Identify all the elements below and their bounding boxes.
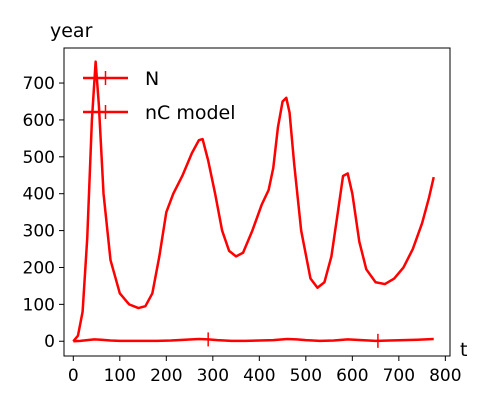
x-tick-label: 100 [104,366,136,386]
y-tick-label: 200 [23,258,55,278]
y-tick-label: 300 [23,222,55,242]
legend-label-n: N [145,68,159,90]
x-axis-label: t [460,339,467,361]
x-tick-label: 200 [150,366,182,386]
x-tick-label: 800 [429,366,461,386]
x-tick-label: 300 [197,366,229,386]
series-line-n [72,60,435,343]
x-tick-label: 700 [383,366,415,386]
y-tick-label: 400 [23,185,55,205]
x-tick-label: 400 [243,366,275,386]
x-tick-label: 500 [290,366,322,386]
y-tick-label: 600 [23,111,55,131]
x-tick-label: 0 [68,366,79,386]
y-axis: 0 100 200 300 400 500 600 700 [23,74,64,352]
x-tick-label: 600 [336,366,368,386]
plot-frame [63,47,451,357]
legend: N nC model [83,68,236,124]
plot-area [72,60,435,348]
y-tick-label: 100 [23,295,55,315]
x-axis: 0 100 200 300 400 500 600 700 800 [68,356,462,386]
series-line-nc-model [73,337,434,343]
y-tick-label: 500 [23,148,55,168]
legend-label-nc-model: nC model [145,102,236,124]
y-tick-label: 0 [44,332,55,352]
y-axis-label: year [50,20,93,42]
y-tick-label: 700 [23,74,55,94]
